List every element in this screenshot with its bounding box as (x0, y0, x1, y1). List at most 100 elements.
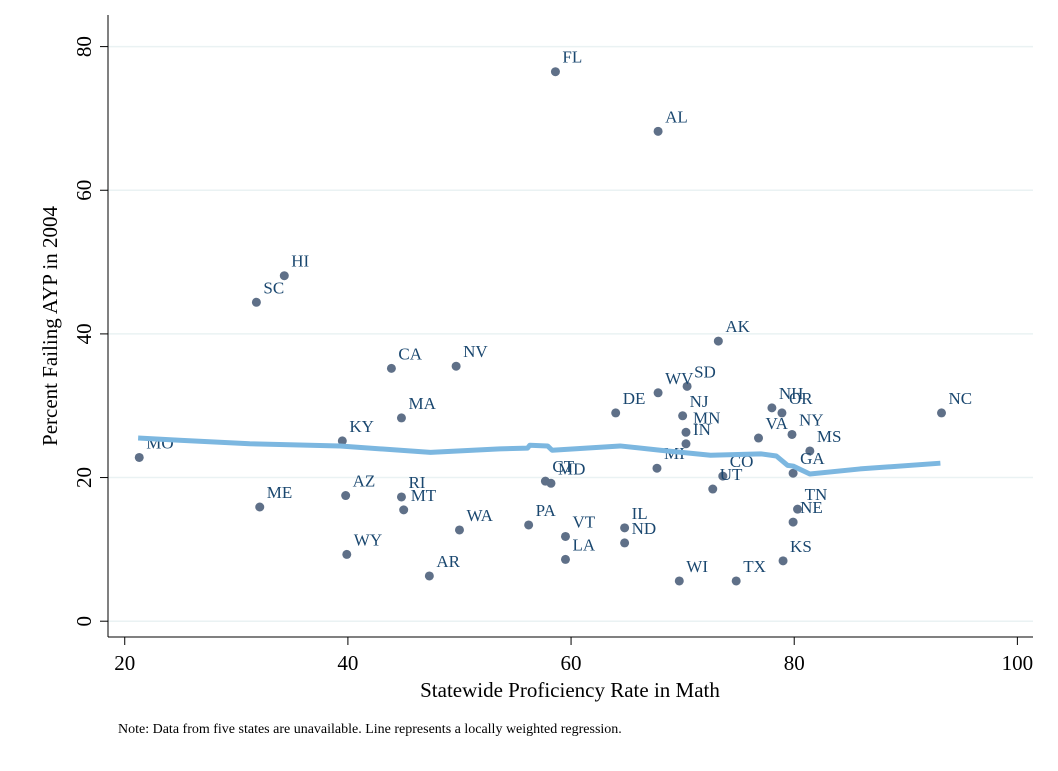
point (424, 571, 434, 581)
point (718, 471, 728, 481)
point (255, 502, 265, 512)
point (788, 517, 798, 527)
point-label: KY (349, 417, 374, 436)
point-label: ND (632, 519, 657, 538)
lowess-line (137, 435, 941, 477)
point (653, 388, 663, 398)
point-label: MT (411, 486, 437, 505)
point-label: DE (623, 389, 646, 408)
point (713, 336, 723, 346)
point-label: RI (408, 473, 425, 492)
point (134, 452, 144, 462)
y-tick-label: 40 (72, 323, 96, 344)
point-label: WA (466, 506, 493, 525)
point (653, 126, 663, 136)
x-tick-label: 80 (784, 651, 805, 675)
point (546, 478, 556, 488)
point (937, 408, 947, 418)
point-label: ME (267, 483, 293, 502)
point-label: VA (766, 414, 789, 433)
point (767, 403, 777, 413)
point (342, 549, 352, 559)
point (611, 408, 621, 418)
point-label: KS (790, 537, 812, 556)
point (251, 297, 261, 307)
point (279, 271, 289, 281)
point-label: NJ (690, 392, 709, 411)
point-label: WV (665, 369, 694, 388)
point (620, 523, 630, 533)
point-label: MN (693, 408, 720, 427)
point-label: OR (789, 389, 813, 408)
point (454, 525, 464, 535)
point (386, 363, 396, 373)
point-label: NE (800, 498, 823, 517)
point-label: NV (463, 342, 488, 361)
point-label: PA (536, 501, 557, 520)
x-tick-label: 60 (561, 651, 582, 675)
point (778, 556, 788, 566)
point (805, 446, 815, 456)
point-label: AR (436, 552, 460, 571)
point (674, 576, 684, 586)
point-label: IN (693, 420, 711, 439)
point (731, 576, 741, 586)
y-tick-label: 20 (72, 467, 96, 488)
point-label: WI (686, 557, 708, 576)
point (777, 408, 787, 418)
point-label: FL (562, 48, 582, 67)
point (524, 520, 534, 530)
point-label: NH (779, 384, 804, 403)
point-label: IL (632, 504, 648, 523)
point (341, 491, 351, 501)
point-label: SC (263, 278, 284, 297)
x-tick-label: 40 (337, 651, 358, 675)
point (681, 427, 691, 437)
x-tick-label: 20 (114, 651, 135, 675)
point-label: WY (354, 530, 382, 549)
point (396, 413, 406, 423)
point-label: TX (743, 557, 766, 576)
point (620, 538, 630, 548)
point (682, 381, 692, 391)
point-label: NC (949, 389, 973, 408)
point-label: VT (572, 512, 595, 531)
point-label: GA (800, 449, 825, 468)
point (337, 436, 347, 446)
point-label: CT (552, 457, 574, 476)
point-label: LA (572, 535, 595, 554)
point-label: TN (805, 485, 828, 504)
point (681, 439, 691, 449)
point (678, 411, 688, 421)
point (560, 531, 570, 541)
point-label: AK (725, 317, 750, 336)
point-label: AZ (353, 472, 376, 491)
x-tick-label: 100 (1002, 651, 1034, 675)
y-tick-label: 60 (72, 180, 96, 201)
point (396, 492, 406, 502)
point (399, 505, 409, 515)
point-label: HI (291, 252, 309, 271)
x-axis-title: Statewide Proficiency Rate in Math (420, 678, 720, 702)
point-label: SD (694, 362, 716, 381)
point (787, 429, 797, 439)
y-tick-label: 0 (72, 616, 96, 627)
note: Note: Data from five states are unavaila… (118, 722, 622, 737)
y-tick-label: 80 (72, 36, 96, 57)
point (754, 433, 764, 443)
point (451, 361, 461, 371)
point-label: NY (799, 410, 824, 429)
point (560, 554, 570, 564)
point-label: MD (558, 459, 585, 478)
point-label: MS (817, 427, 842, 446)
point (708, 484, 718, 494)
point-label: MA (408, 394, 436, 413)
point (788, 468, 798, 478)
point (550, 67, 560, 77)
point-label: AL (665, 107, 688, 126)
y-axis-title: Percent Failing AYP in 2004 (38, 206, 62, 446)
point-label: CA (398, 344, 422, 363)
point (793, 504, 803, 514)
point-label: UT (720, 465, 743, 484)
